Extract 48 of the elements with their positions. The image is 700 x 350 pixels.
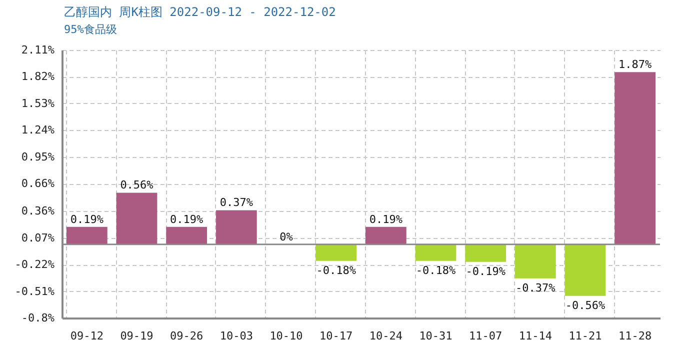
bar bbox=[614, 72, 656, 244]
x-tick-label: 11-07 bbox=[469, 330, 502, 342]
bar bbox=[365, 226, 406, 244]
data-label: 1.87% bbox=[618, 58, 652, 72]
y-tick-label: 0.95% bbox=[21, 150, 55, 164]
data-label: -0.19% bbox=[466, 264, 506, 278]
x-tick-label: 10-31 bbox=[419, 330, 452, 342]
bar bbox=[216, 210, 257, 244]
bar bbox=[415, 244, 456, 261]
y-tick-label: 0.66% bbox=[21, 177, 55, 190]
bar bbox=[316, 244, 357, 261]
data-label: 0.19% bbox=[170, 212, 204, 226]
x-tick-label: 10-24 bbox=[369, 330, 403, 342]
y-tick-label: 2.11% bbox=[21, 44, 55, 56]
bar bbox=[564, 244, 606, 296]
y-tick-label: 1.82% bbox=[21, 70, 55, 84]
x-tick-label: 10-17 bbox=[320, 330, 353, 342]
x-tick-label: 10-10 bbox=[270, 330, 303, 342]
y-tick-label: -0.22% bbox=[14, 258, 55, 272]
data-label: 0.19% bbox=[369, 212, 403, 226]
x-tick-label: 11-14 bbox=[518, 330, 552, 342]
data-label: 0.37% bbox=[220, 196, 254, 210]
data-label: -0.18% bbox=[416, 264, 456, 277]
y-tick-label: -0.8% bbox=[21, 312, 55, 324]
y-tick-label: -0.51% bbox=[14, 284, 55, 298]
y-tick-label: 1.24% bbox=[21, 124, 55, 137]
y-tick-label: 0.07% bbox=[21, 231, 55, 244]
data-label: -0.37% bbox=[516, 281, 556, 294]
data-label: 0% bbox=[280, 230, 294, 244]
chart-subtitle: 95%食品级 bbox=[64, 23, 117, 36]
x-tick-label: 09-12 bbox=[70, 330, 104, 342]
chart-title: 乙醇国内 周K柱图 2022-09-12 - 2022-12-02 bbox=[64, 5, 336, 19]
data-label: 0.19% bbox=[70, 212, 104, 226]
x-tick-label: 11-28 bbox=[618, 330, 652, 342]
data-label: 0.56% bbox=[120, 178, 154, 192]
x-tick-label: 09-26 bbox=[170, 330, 204, 342]
bar bbox=[66, 226, 108, 244]
x-tick-label: 11-21 bbox=[568, 330, 602, 342]
data-label: -0.18% bbox=[316, 264, 356, 277]
data-label: -0.56% bbox=[565, 298, 606, 312]
bar bbox=[166, 226, 208, 244]
bar bbox=[465, 244, 506, 262]
bar bbox=[116, 192, 158, 244]
x-tick-label: 09-19 bbox=[120, 330, 154, 342]
x-tick-label: 10-03 bbox=[220, 330, 253, 342]
y-tick-label: 0.36% bbox=[21, 204, 55, 218]
bar bbox=[514, 244, 556, 278]
y-tick-label: 1.53% bbox=[21, 96, 55, 110]
